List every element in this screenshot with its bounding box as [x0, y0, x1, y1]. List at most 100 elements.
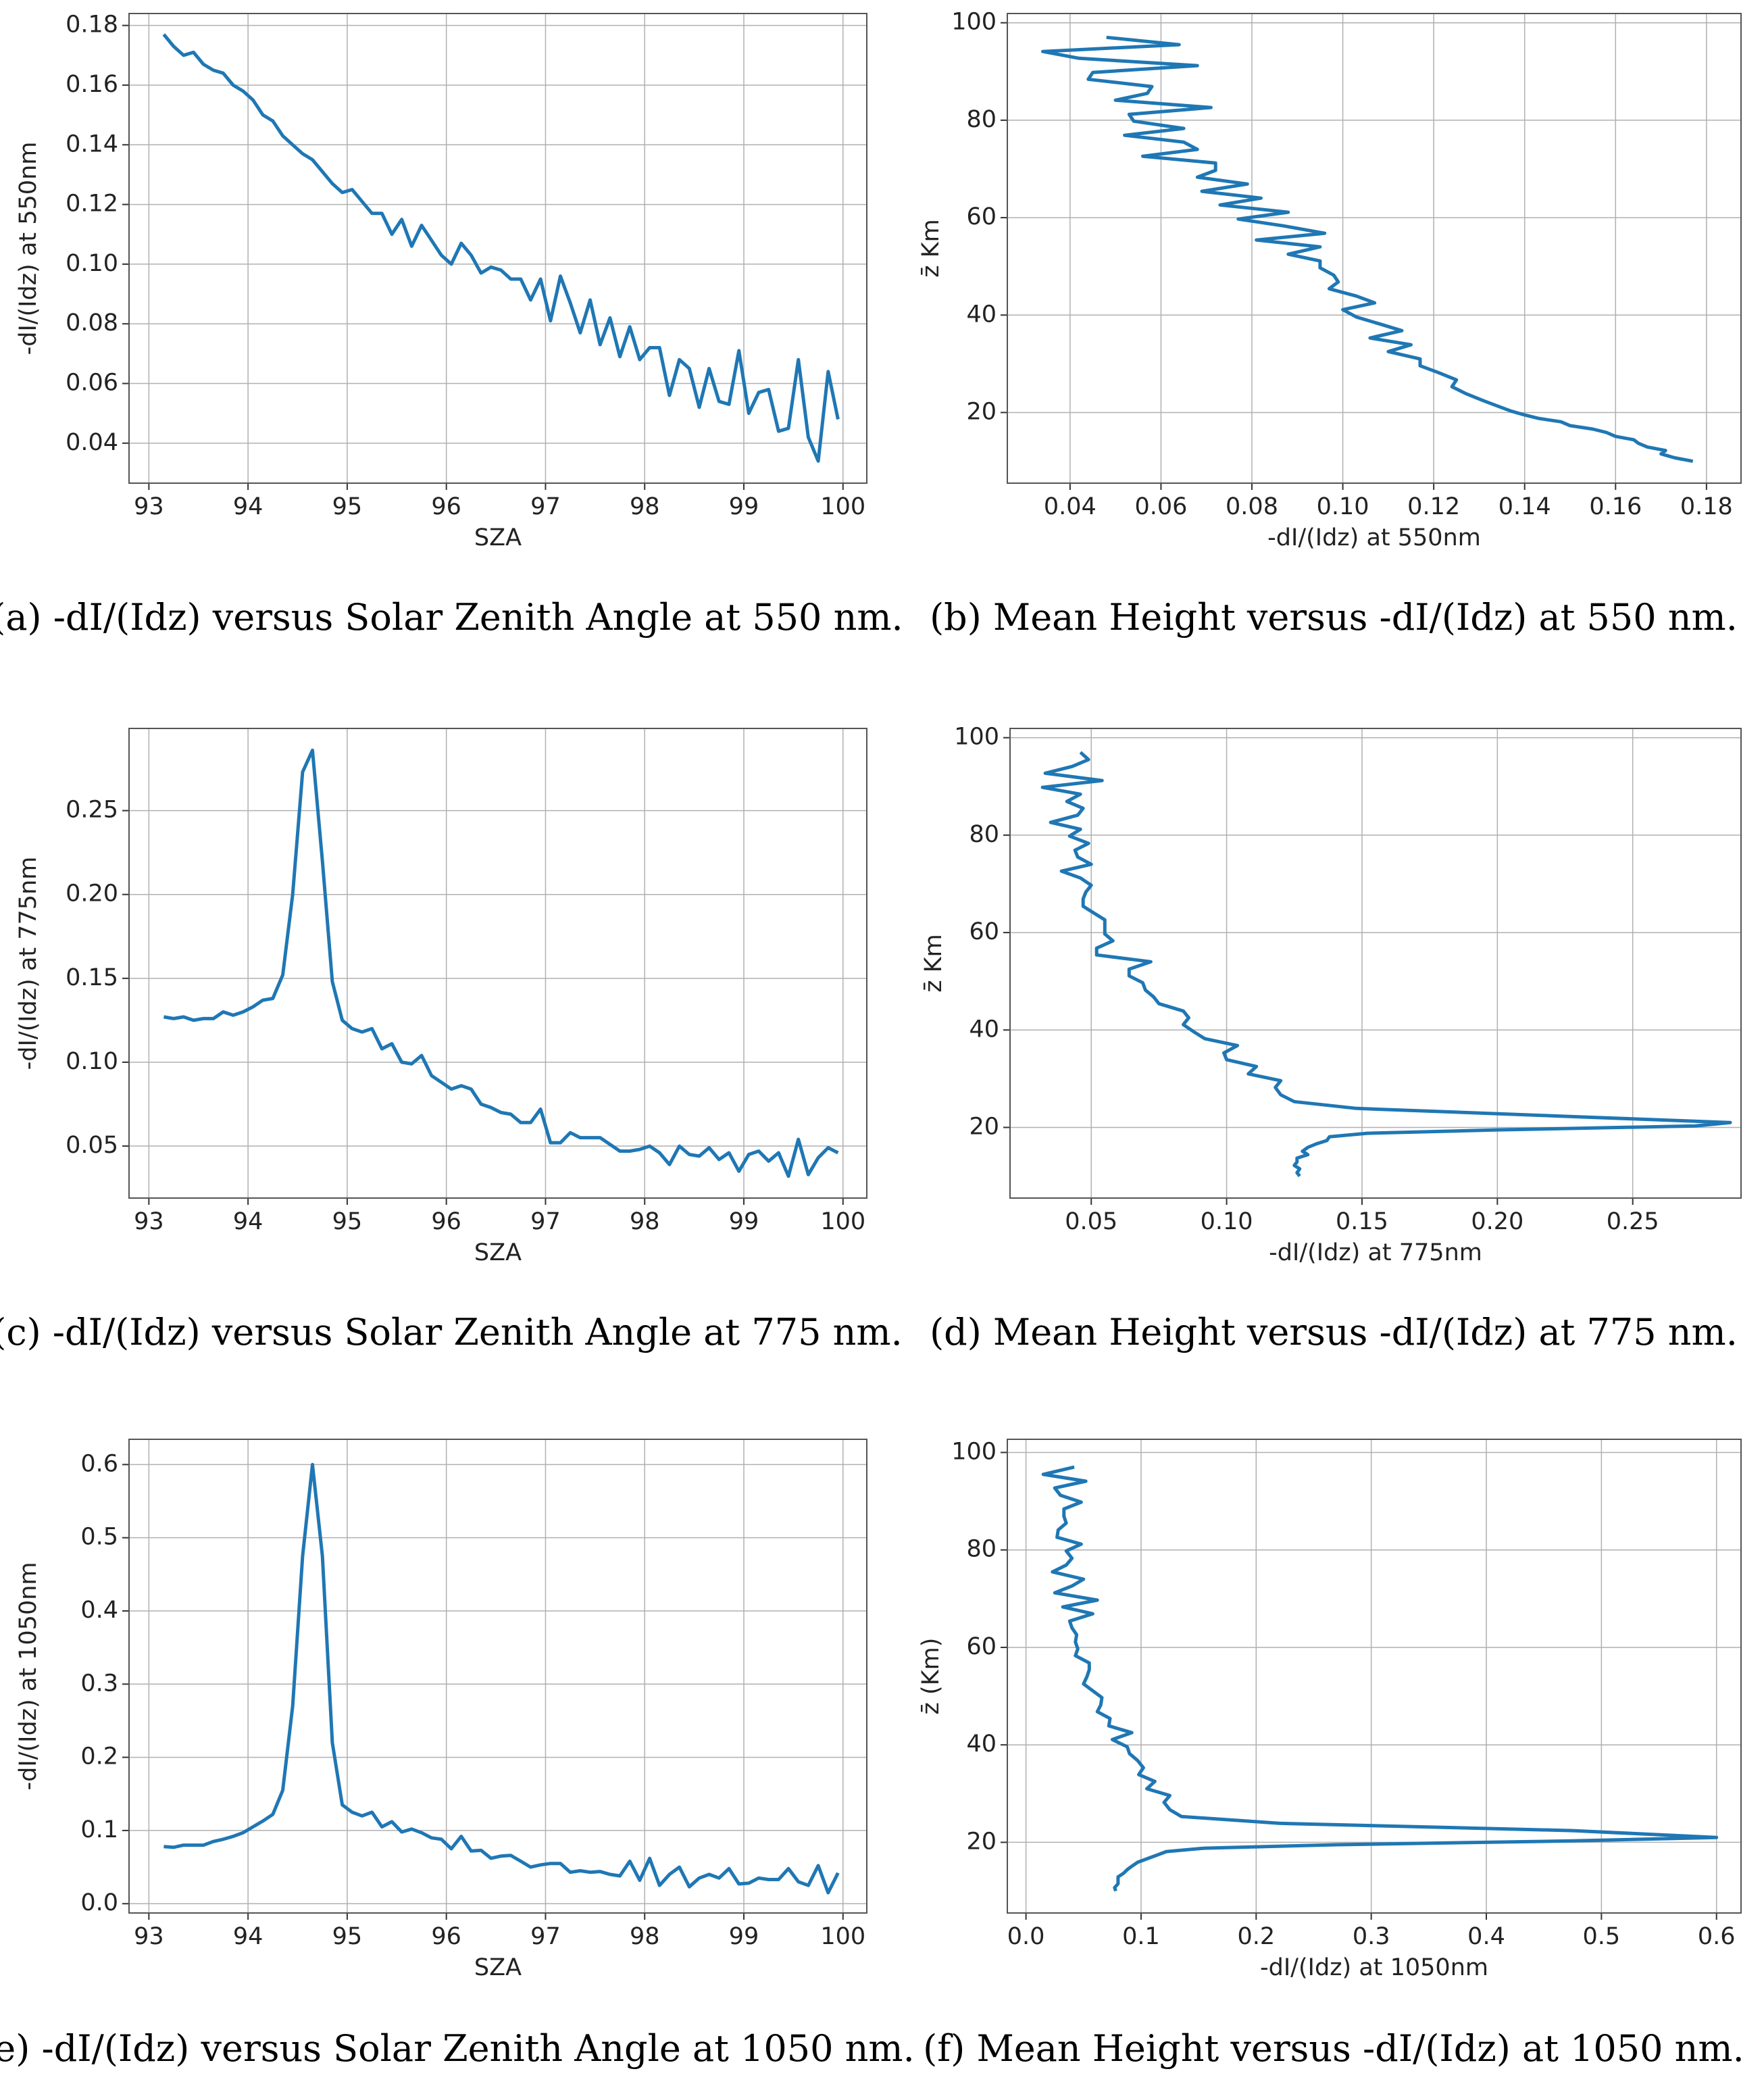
y-tick-label: 0.10	[66, 1048, 118, 1075]
data-line	[163, 1462, 840, 1895]
x-tick-label: 0.04	[1044, 493, 1097, 520]
x-tick-label: 0.10	[1317, 493, 1369, 520]
y-tick-label: 0.15	[66, 964, 118, 991]
x-tick-label: 94	[233, 1208, 263, 1235]
x-tick-label: 0.05	[1065, 1208, 1117, 1235]
x-axis-label: -dI/(Idz) at 775nm	[1269, 1239, 1482, 1266]
panel: 0.0 0.1 0.2 0.3 0.4 0.5 0.6 20 40 60 80 100 -dI/(Idz…	[917, 1438, 1744, 2070]
y-tick-label: 0.1	[80, 1816, 118, 1843]
y-tick-label: 0.10	[66, 250, 118, 277]
x-axis-label: SZA	[474, 1239, 522, 1266]
y-tick-label: 0.2	[80, 1743, 118, 1770]
caption: (d) Mean Height versus -dI/(Idz) at 775 …	[930, 1311, 1738, 1353]
y-tick-label: 60	[966, 203, 997, 230]
x-tick-label: 96	[431, 493, 461, 520]
y-tick-label: 0.4	[80, 1597, 118, 1624]
x-tick-label: 97	[530, 1923, 561, 1950]
y-axis-label: -dI/(Idz) at 550nm	[15, 142, 42, 355]
x-tick-label: 96	[431, 1923, 461, 1950]
plot-frame	[1007, 13, 1742, 484]
x-axis-label: -dI/(Idz) at 550nm	[1267, 524, 1481, 551]
x-tick-label: 0.10	[1201, 1208, 1253, 1235]
y-axis-label: z̄ Km	[920, 934, 947, 993]
y-tick-label: 0.25	[66, 797, 118, 824]
plot-frame	[128, 728, 867, 1199]
caption: (f) Mean Height versus -dI/(Idz) at 1050…	[923, 2027, 1744, 2070]
x-tick-label: 98	[630, 1923, 660, 1950]
x-tick-label: 99	[729, 1208, 759, 1235]
plot-frame	[1009, 728, 1742, 1199]
y-tick-label: 80	[966, 106, 997, 133]
y-tick-label: 0.20	[66, 880, 118, 908]
data-line	[162, 33, 840, 463]
data-line	[1040, 751, 1732, 1178]
plot-frame	[128, 13, 867, 484]
y-tick-label: 100	[951, 1438, 997, 1465]
x-tick-label: 93	[134, 1923, 164, 1950]
panel: 0.04 0.06 0.08 0.10 0.12 0.14 0.16 0.18 20 40 60 80…	[917, 9, 1742, 639]
x-tick-label: 0.1	[1122, 1923, 1160, 1950]
x-tick-label: 0.5	[1583, 1923, 1621, 1950]
y-tick-label: 0.08	[66, 309, 118, 337]
y-tick-label: 20	[966, 398, 997, 425]
y-tick-label: 0.05	[66, 1132, 118, 1159]
x-tick-label: 0.08	[1226, 493, 1278, 520]
x-axis-label: SZA	[474, 524, 522, 551]
x-tick-label: 0.14	[1498, 493, 1551, 520]
panel: 93 94 95 96 97 98 99 100 0.04 0.06 0.08 0.10 0.12 0.1…	[0, 11, 903, 639]
x-tick-label: 98	[630, 1208, 660, 1235]
y-tick-label: 40	[966, 1731, 997, 1758]
y-tick-label: 20	[969, 1113, 999, 1140]
x-tick-label: 94	[233, 493, 263, 520]
caption: (e) -dI/(Idz) versus Solar Zenith Angle …	[0, 2027, 915, 2070]
y-tick-label: 0.04	[66, 429, 118, 456]
x-tick-label: 0.0	[1007, 1923, 1045, 1950]
y-axis-label: z̄ (Km)	[917, 1638, 944, 1715]
x-tick-label: 100	[820, 1208, 865, 1235]
x-tick-label: 0.15	[1336, 1208, 1388, 1235]
y-tick-label: 60	[966, 1633, 997, 1660]
x-tick-label: 0.06	[1134, 493, 1187, 520]
x-axis-label: -dI/(Idz) at 1050nm	[1260, 1954, 1488, 1981]
x-tick-label: 100	[820, 493, 865, 520]
x-tick-label: 97	[530, 493, 561, 520]
x-tick-label: 97	[530, 1208, 561, 1235]
x-tick-label: 0.12	[1407, 493, 1460, 520]
y-tick-label: 40	[966, 301, 997, 328]
caption: (b) Mean Height versus -dI/(Idz) at 550 …	[930, 596, 1738, 639]
x-tick-label: 0.6	[1698, 1923, 1736, 1950]
y-tick-label: 0.16	[66, 71, 118, 98]
y-tick-label: 60	[969, 918, 999, 945]
y-tick-label: 0.14	[66, 130, 118, 157]
y-tick-label: 0.5	[80, 1524, 118, 1551]
x-tick-label: 0.20	[1471, 1208, 1523, 1235]
x-tick-label: 93	[134, 493, 164, 520]
x-tick-label: 96	[431, 1208, 461, 1235]
y-tick-label: 0.0	[80, 1889, 118, 1916]
x-tick-label: 95	[332, 1923, 363, 1950]
y-tick-label: 100	[954, 724, 999, 751]
x-tick-label: 93	[134, 1208, 164, 1235]
panel: 93 94 95 96 97 98 99 100 0.05 0.10 0.15 0.20 0.25 SZA…	[0, 728, 903, 1353]
y-tick-label: 0.3	[80, 1670, 118, 1697]
data-line	[1041, 35, 1694, 464]
x-axis-label: SZA	[474, 1954, 522, 1981]
x-tick-label: 0.18	[1680, 493, 1733, 520]
y-tick-label: 20	[966, 1828, 997, 1855]
x-tick-label: 0.2	[1237, 1923, 1275, 1950]
x-tick-label: 99	[729, 1923, 759, 1950]
data-line	[163, 748, 839, 1178]
panel: 0.05 0.10 0.15 0.20 0.25 20 40 60 80 100 -dI/(Idz)…	[920, 724, 1742, 1353]
plot-frame	[128, 1439, 867, 1914]
x-tick-label: 95	[332, 1208, 363, 1235]
x-tick-label: 98	[630, 493, 660, 520]
y-axis-label: z̄ Km	[917, 219, 944, 278]
y-tick-label: 0.06	[66, 370, 118, 397]
y-tick-label: 40	[969, 1016, 999, 1043]
y-tick-label: 0.6	[80, 1450, 118, 1477]
y-tick-label: 80	[966, 1536, 997, 1563]
y-axis-label: -dI/(Idz) at 1050nm	[15, 1562, 42, 1791]
x-tick-label: 100	[820, 1923, 865, 1950]
caption: (c) -dI/(Idz) versus Solar Zenith Angle …	[0, 1311, 903, 1353]
